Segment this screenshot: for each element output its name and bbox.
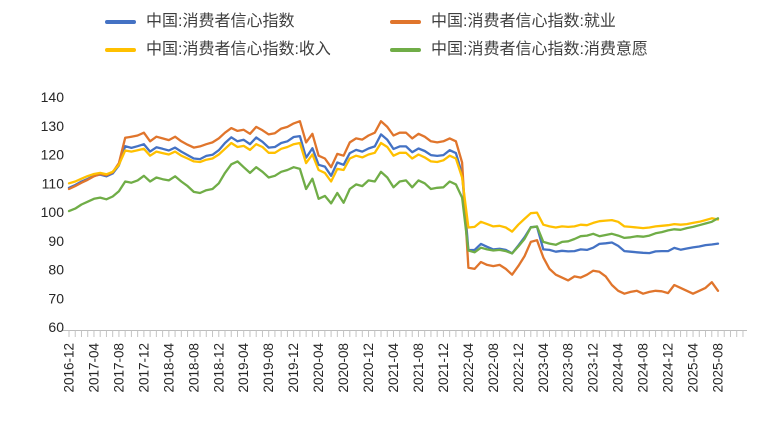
- x-tick-label: 2020-04: [311, 343, 326, 393]
- legend-item-willingness: 中国:消费者信心指数:消费意愿: [390, 40, 648, 60]
- series-line-2: [67, 141, 720, 233]
- x-tick-label: 2017-12: [136, 343, 151, 393]
- x-tick-label: 2017-08: [111, 343, 126, 393]
- y-tick-label: 110: [42, 175, 65, 191]
- legend-line-marker-icon: [390, 19, 421, 25]
- x-tick-label: 2019-08: [261, 343, 276, 393]
- x-tick-label: 2021-08: [411, 343, 426, 393]
- x-tick-label: 2024-08: [636, 343, 651, 393]
- x-tick-label: 2018-04: [161, 343, 176, 393]
- x-tick-label: 2023-08: [561, 343, 576, 393]
- legend-line-marker-icon: [105, 19, 136, 25]
- series-line-1: [67, 120, 720, 295]
- x-tick-label: 2025-04: [686, 343, 701, 393]
- legend-label: 中国:消费者信心指数: [146, 13, 295, 30]
- legend-line-marker-icon: [390, 47, 421, 53]
- y-tick-label: 60: [48, 319, 64, 335]
- y-tick-label: 90: [48, 233, 64, 249]
- y-tick-label: 120: [41, 147, 65, 163]
- chart-legend: 中国:消费者信心指数 中国:消费者信心指数:就业 中国:消费者信心指数:收入 中…: [0, 0, 761, 66]
- y-axis-labels: 140 130 120 110 100 90 80 70 60: [41, 89, 65, 335]
- x-tick-label: 2022-04: [461, 343, 476, 393]
- legend-item-employment: 中国:消费者信心指数:就业: [390, 12, 616, 32]
- x-tick-label: 2025-08: [711, 343, 726, 393]
- x-tick-label: 2018-12: [211, 343, 226, 393]
- legend-label: 中国:消费者信心指数:就业: [431, 13, 616, 30]
- x-tick-label: 2023-12: [586, 343, 601, 393]
- x-tick-label: 2019-04: [236, 343, 251, 393]
- x-tick-label: 2024-12: [661, 343, 676, 393]
- x-tick-label: 2020-12: [361, 343, 376, 393]
- x-tick-label: 2022-08: [486, 343, 501, 393]
- x-axis-labels: 2016-12 2017-04 2017-08 2017-12 2018-04 2018-…: [62, 343, 726, 393]
- legend-label: 中国:消费者信心指数:消费意愿: [431, 41, 648, 58]
- x-tick-label: 2021-12: [436, 343, 451, 393]
- x-tick-label: 2018-08: [186, 343, 201, 393]
- x-tick-label: 2024-04: [611, 343, 626, 393]
- x-axis: [63, 330, 747, 337]
- x-tick-label: 2017-04: [86, 343, 101, 393]
- y-tick-label: 140: [41, 89, 65, 105]
- legend-line-marker-icon: [105, 47, 136, 53]
- x-tick-label: 2020-08: [336, 343, 351, 393]
- x-tick-label: 2019-12: [286, 343, 301, 393]
- legend-label: 中国:消费者信心指数:收入: [146, 41, 331, 58]
- series-line-3: [67, 160, 720, 255]
- x-tick-label: 2022-12: [511, 343, 526, 393]
- series-line-0: [67, 133, 720, 255]
- x-tick-label: 2016-12: [62, 343, 77, 393]
- x-tick-label: 2021-04: [386, 343, 401, 393]
- y-tick-label: 70: [48, 290, 64, 306]
- y-tick-label: 130: [41, 118, 65, 134]
- x-tick-label: 2023-04: [536, 343, 551, 393]
- legend-item-cci: 中国:消费者信心指数: [105, 12, 294, 32]
- legend-item-income: 中国:消费者信心指数:收入: [105, 40, 331, 60]
- y-tick-label: 100: [41, 204, 65, 220]
- y-tick-label: 80: [48, 262, 64, 278]
